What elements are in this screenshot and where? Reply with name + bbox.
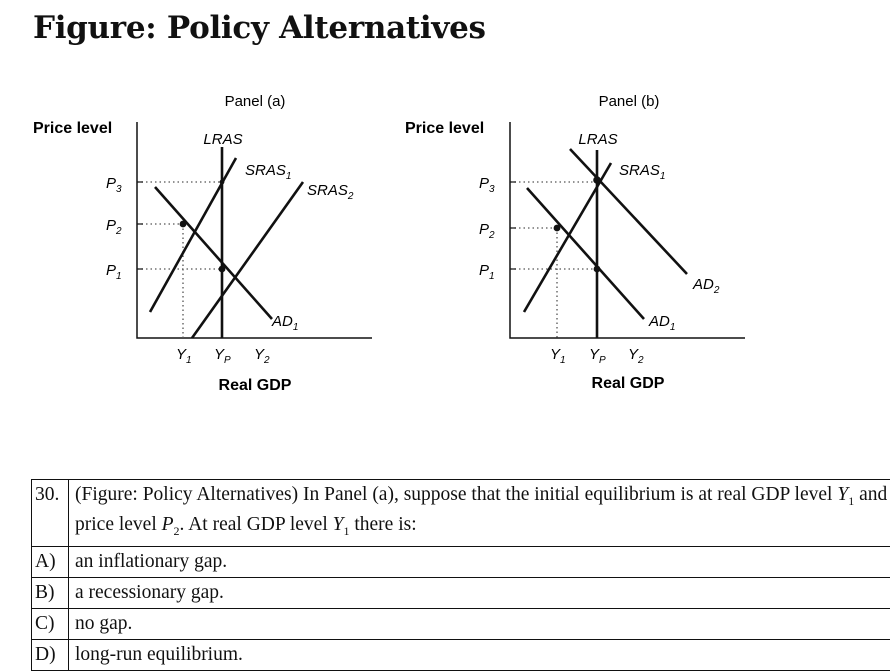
panel-b-price-tick-label: P2 bbox=[479, 221, 495, 241]
panel-b-eq-point bbox=[594, 266, 601, 273]
panel-a-eq-point bbox=[220, 180, 225, 185]
panel-a-gdp-tick-label: Y2 bbox=[254, 346, 270, 366]
panel-b-xlabel: Real GDP bbox=[592, 375, 665, 392]
option-letter: C) bbox=[32, 608, 69, 639]
option-text: an inflationary gap. bbox=[69, 546, 890, 577]
panel-b-lras-label: LRAS bbox=[578, 131, 617, 148]
question-number: 30. bbox=[32, 480, 69, 547]
panel-b-label: Panel (b) bbox=[599, 93, 660, 110]
panel-b-gdp-tick-label: Y1 bbox=[550, 346, 566, 366]
question-row: 30. (Figure: Policy Alternatives) In Pan… bbox=[32, 480, 890, 547]
panel-b-gdp-tick-label: Y2 bbox=[628, 346, 644, 366]
panel-a-gdp-tick-label: YP bbox=[214, 346, 231, 366]
panel-b-eq-point bbox=[554, 225, 561, 232]
option-text: long-run equilibrium. bbox=[69, 639, 890, 670]
panel-a-price-tick-label: P2 bbox=[106, 217, 122, 237]
panel-a-ticks bbox=[137, 182, 143, 269]
panel-a: Panel (a) Price level Real GDP LRAS SRAS… bbox=[33, 93, 372, 394]
panel-a-gdp-tick-label: Y1 bbox=[176, 346, 192, 366]
panel-b-ticks bbox=[510, 182, 516, 269]
panel-a-sras2-label: SRAS2 bbox=[307, 182, 354, 202]
panel-a-lras-label: LRAS bbox=[203, 131, 242, 148]
panel-a-eq-point bbox=[180, 221, 187, 228]
panel-b-price-tick-label: P3 bbox=[479, 175, 495, 195]
question-table: 30. (Figure: Policy Alternatives) In Pan… bbox=[31, 479, 890, 671]
panel-a-ad1-label: AD1 bbox=[271, 313, 298, 333]
panel-a-label: Panel (a) bbox=[225, 93, 286, 110]
panel-b-sras1-label: SRAS1 bbox=[619, 162, 665, 182]
panel-b: Panel (b) Price level Real GDP LRAS SRAS… bbox=[405, 93, 745, 392]
panel-a-price-tick-label: P3 bbox=[106, 175, 122, 195]
answer-option-row[interactable]: C) no gap. bbox=[32, 608, 890, 639]
panel-a-eq-point bbox=[219, 266, 226, 273]
panel-b-price-tick-label: P1 bbox=[479, 262, 495, 282]
answer-option-row[interactable]: A) an inflationary gap. bbox=[32, 546, 890, 577]
panel-a-price-tick-label: P1 bbox=[106, 262, 122, 282]
panel-b-ad1-label: AD1 bbox=[648, 313, 675, 333]
panel-b-axes bbox=[510, 122, 745, 338]
option-letter: D) bbox=[32, 639, 69, 670]
option-letter: A) bbox=[32, 546, 69, 577]
figure-graphs: Panel (a) Price level Real GDP LRAS SRAS… bbox=[0, 0, 890, 480]
panel-a-ad1-line bbox=[155, 187, 272, 319]
panel-b-ad2-label: AD2 bbox=[692, 276, 720, 296]
panel-b-ylabel: Price level bbox=[405, 120, 484, 137]
panel-a-xlabel: Real GDP bbox=[219, 377, 292, 394]
option-text: a recessionary gap. bbox=[69, 577, 890, 608]
panel-b-eq-point bbox=[593, 176, 601, 184]
panel-b-gdp-tick-label: YP bbox=[589, 346, 606, 366]
question-text: (Figure: Policy Alternatives) In Panel (… bbox=[69, 480, 890, 547]
answer-option-row[interactable]: B) a recessionary gap. bbox=[32, 577, 890, 608]
option-text: no gap. bbox=[69, 608, 890, 639]
answer-option-row[interactable]: D) long-run equilibrium. bbox=[32, 639, 890, 670]
option-letter: B) bbox=[32, 577, 69, 608]
panel-a-axes bbox=[137, 122, 372, 338]
panel-a-ylabel: Price level bbox=[33, 120, 112, 137]
panel-a-sras1-label: SRAS1 bbox=[245, 162, 291, 182]
